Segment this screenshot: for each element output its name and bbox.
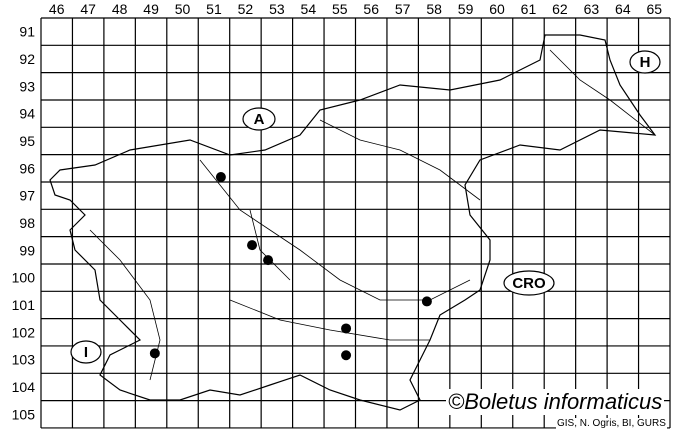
column-labels: 46 47 48 49 50 51 52 53 54 55 56 57 58 59 60 61 62 63 64 65 xyxy=(49,1,662,17)
country-label-hungary: H xyxy=(640,54,651,71)
column-label: 60 xyxy=(489,1,505,17)
credit-text: GIS, N. Ogris, BI, GURS xyxy=(556,418,667,429)
column-label: 53 xyxy=(269,1,285,17)
country-label-ellipse xyxy=(70,340,102,364)
country-label-ellipse xyxy=(242,107,276,131)
row-label: 95 xyxy=(19,133,35,149)
country-labels: A H CRO I xyxy=(70,50,661,364)
country-label-austria: A xyxy=(254,111,265,128)
row-label: 96 xyxy=(19,160,35,176)
column-label: 64 xyxy=(615,1,631,17)
column-label: 56 xyxy=(363,1,379,17)
row-label: 105 xyxy=(12,406,36,422)
country-label-italy: I xyxy=(84,344,88,361)
record-point xyxy=(247,240,258,251)
column-label: 46 xyxy=(49,1,65,17)
row-label: 104 xyxy=(12,379,36,395)
row-label: 100 xyxy=(12,270,36,286)
row-label: 93 xyxy=(19,78,35,94)
row-label: 92 xyxy=(19,51,35,67)
record-point xyxy=(421,296,432,307)
column-label: 48 xyxy=(112,1,128,17)
column-label: 55 xyxy=(332,1,348,17)
record-point xyxy=(263,255,274,266)
row-labels: 91 92 93 94 95 96 97 98 99 100 101 102 103 104 105 xyxy=(12,24,36,423)
column-label: 65 xyxy=(646,1,662,17)
country-border xyxy=(49,34,657,411)
column-label: 49 xyxy=(143,1,159,17)
row-label: 102 xyxy=(12,324,36,340)
row-label: 103 xyxy=(12,352,36,368)
column-label: 58 xyxy=(426,1,442,17)
column-label: 63 xyxy=(584,1,600,17)
column-label: 50 xyxy=(175,1,191,17)
row-label: 99 xyxy=(19,242,35,258)
column-label: 51 xyxy=(206,1,222,17)
column-label: 61 xyxy=(521,1,537,17)
row-label: 91 xyxy=(19,24,35,40)
country-label-croatia: CRO xyxy=(512,275,546,292)
grid xyxy=(40,17,671,429)
record-point xyxy=(215,172,226,183)
record-point xyxy=(341,350,352,361)
row-label: 101 xyxy=(12,297,36,313)
record-points xyxy=(149,172,432,361)
row-label: 97 xyxy=(19,188,35,204)
column-label: 52 xyxy=(238,1,254,17)
country-label-ellipse xyxy=(503,270,555,296)
column-label: 59 xyxy=(458,1,474,17)
row-label: 98 xyxy=(19,215,35,231)
column-label: 47 xyxy=(80,1,96,17)
row-label: 94 xyxy=(19,106,35,122)
column-label: 62 xyxy=(552,1,568,17)
column-label: 57 xyxy=(395,1,411,17)
rivers xyxy=(89,49,656,381)
copyright-text: ©Boletus informaticus xyxy=(446,389,665,415)
record-point xyxy=(341,323,352,334)
column-label: 54 xyxy=(301,1,317,17)
country-label-ellipse xyxy=(629,50,661,74)
record-point xyxy=(149,348,160,359)
